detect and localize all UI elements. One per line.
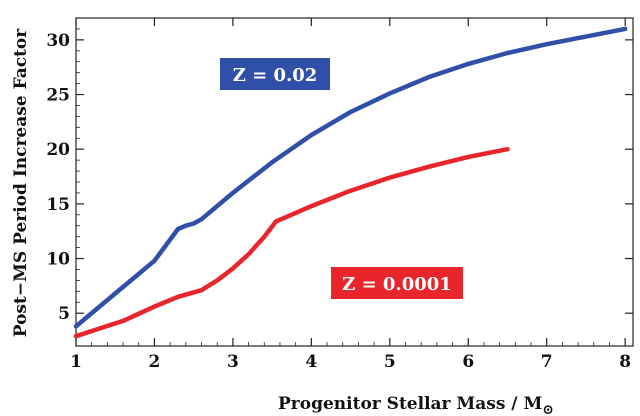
chart-axes: 1 2 3 4 5 6 7 8 5 10 15 20 25 30 [46, 17, 634, 372]
x-tick-label: 7 [541, 352, 553, 372]
series-line [73, 26, 628, 329]
chart-series [73, 26, 628, 339]
x-tick-label: 8 [619, 352, 631, 372]
series-label: Z = 0.02 [220, 58, 330, 90]
y-tick-label: 30 [46, 31, 70, 51]
series-label: Z = 0.0001 [331, 267, 463, 299]
x-axis-label-subscript: ⊙ [542, 402, 554, 416]
series-label-text: Z = 0.02 [233, 65, 318, 86]
x-tick-label: 1 [70, 352, 82, 372]
x-tick-label: 3 [227, 352, 239, 372]
y-tick-label: 10 [46, 250, 70, 270]
x-axis-label-text: Progenitor Stellar Mass / M [278, 394, 542, 414]
x-tick-label: 6 [462, 352, 474, 372]
series-label-box [331, 267, 463, 299]
y-tick-label: 25 [46, 86, 70, 106]
y-tick-label: 15 [46, 195, 70, 215]
y-tick-label: 5 [58, 304, 70, 324]
y-axis-label: Post−MS Period Increase Factor [11, 28, 31, 338]
y-tick-label: 20 [46, 140, 70, 160]
x-tick-label: 2 [149, 352, 161, 372]
x-axis-label: Progenitor Stellar Mass / M⊙ [278, 394, 554, 416]
x-tick-label: 5 [384, 352, 396, 372]
series-label-box [220, 58, 330, 90]
chart-series-labels: Z = 0.02 Z = 0.0001 [220, 58, 463, 299]
series-label-text: Z = 0.0001 [342, 274, 452, 295]
series-line [73, 146, 510, 339]
x-tick-label: 4 [305, 352, 317, 372]
